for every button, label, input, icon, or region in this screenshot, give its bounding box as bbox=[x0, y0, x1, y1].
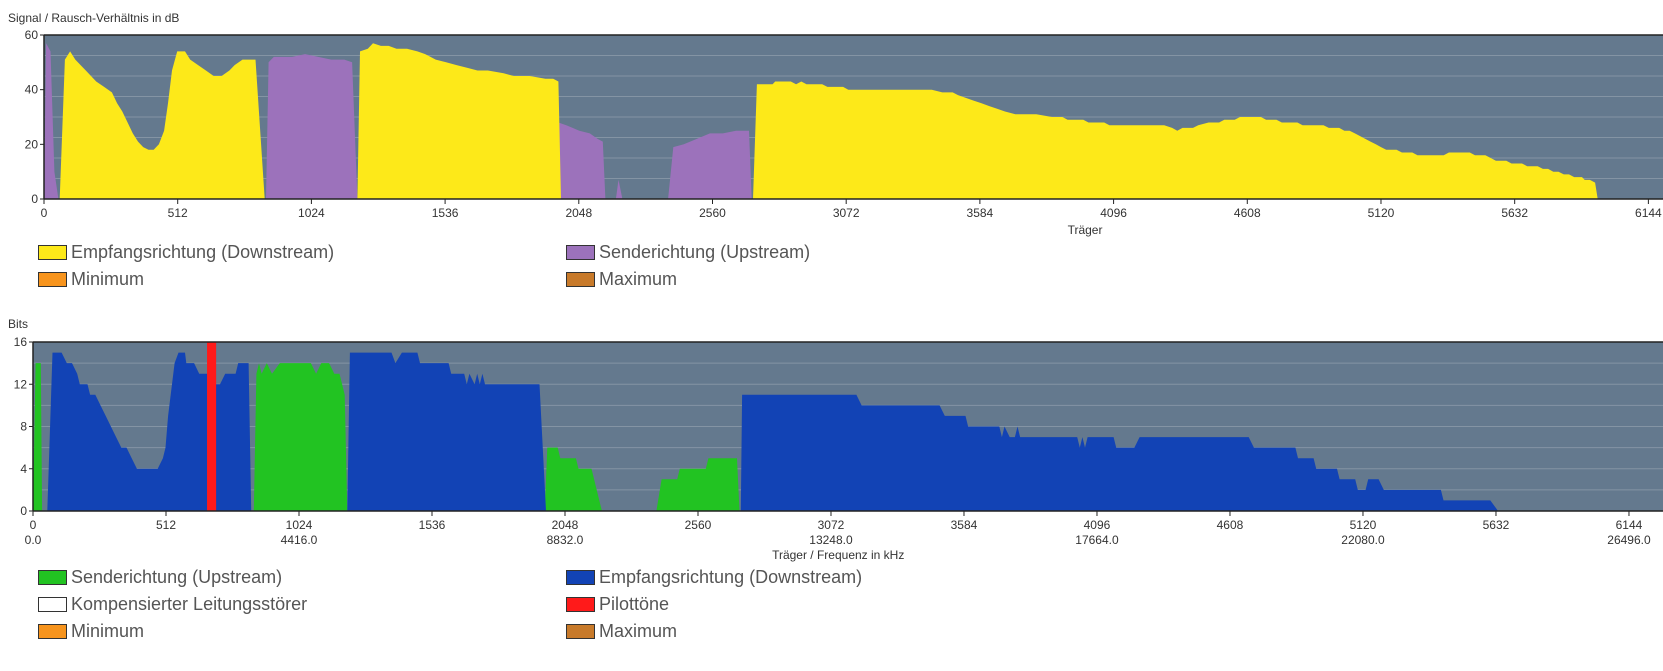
bits-legend-label: Pilottöne bbox=[599, 594, 670, 614]
bits-series-area bbox=[212, 363, 252, 511]
bits-legend-swatch bbox=[38, 624, 67, 639]
snr-legend-label: Minimum bbox=[71, 269, 145, 289]
snr-y-tick-label: 40 bbox=[25, 83, 39, 97]
bits-pilot-bar bbox=[207, 342, 217, 511]
snr-series-area bbox=[555, 122, 606, 199]
bits-legend-item: Senderichtung (Upstream) bbox=[38, 564, 566, 591]
bits-y-tick-label: 8 bbox=[20, 420, 27, 434]
bits-series-area bbox=[347, 352, 546, 511]
bits-legend: Senderichtung (Upstream) Empfangsrichtung… bbox=[38, 564, 1598, 645]
snr-legend-swatch bbox=[38, 272, 67, 287]
bits-x-tick-label: 4096 bbox=[1084, 518, 1111, 532]
bits-x-tick-label: 512 bbox=[156, 518, 176, 532]
bits-series-area bbox=[656, 458, 740, 511]
snr-x-tick-label: 0 bbox=[41, 206, 48, 220]
snr-legend-swatch bbox=[566, 272, 595, 287]
bits-x-freq-label: 13248.0 bbox=[809, 533, 853, 547]
bits-series-area bbox=[47, 352, 213, 511]
snr-series-area bbox=[59, 51, 265, 200]
bits-legend-item: Minimum bbox=[38, 618, 566, 645]
snr-legend: Empfangsrichtung (Downstream) Senderichtu… bbox=[38, 239, 1598, 293]
bits-legend-label: Kompensierter Leitungsstörer bbox=[71, 594, 308, 614]
snr-x-tick-label: 5632 bbox=[1501, 206, 1528, 220]
bits-x-axis-title: Träger / Frequenz in kHz bbox=[772, 548, 904, 562]
bits-legend-swatch bbox=[566, 624, 595, 639]
bits-legend-item: Empfangsrichtung (Downstream) bbox=[566, 564, 1094, 591]
bits-y-tick-label: 12 bbox=[14, 377, 28, 391]
bits-x-tick-label: 0 bbox=[30, 518, 37, 532]
bits-legend-swatch bbox=[566, 570, 595, 585]
snr-series-area bbox=[357, 43, 561, 200]
snr-series-area bbox=[44, 43, 59, 200]
bits-x-freq-label: 26496.0 bbox=[1607, 533, 1651, 547]
snr-x-tick-label: 512 bbox=[168, 206, 188, 220]
snr-x-tick-label: 1536 bbox=[432, 206, 459, 220]
bits-legend-item: Kompensierter Leitungsstörer bbox=[38, 591, 566, 618]
bits-series-area bbox=[253, 363, 348, 511]
bits-x-tick-label: 2560 bbox=[685, 518, 712, 532]
snr-legend-item: Maximum bbox=[566, 266, 1094, 293]
bits-legend-item: Maximum bbox=[566, 618, 1094, 645]
bits-x-tick-label: 3584 bbox=[951, 518, 978, 532]
snr-legend-swatch bbox=[566, 245, 595, 260]
bits-legend-item: Pilottöne bbox=[566, 591, 1094, 618]
bits-x-tick-label: 5120 bbox=[1350, 518, 1377, 532]
bits-x-tick-label: 3072 bbox=[818, 518, 845, 532]
snr-legend-label: Maximum bbox=[599, 269, 678, 289]
bits-y-axis-title: Bits bbox=[8, 317, 28, 331]
snr-legend-swatch bbox=[38, 245, 67, 260]
snr-series-area bbox=[668, 130, 752, 199]
snr-x-tick-label: 6144 bbox=[1635, 206, 1662, 220]
snr-x-tick-label: 2560 bbox=[699, 206, 726, 220]
bits-x-tick-label: 1536 bbox=[419, 518, 446, 532]
bits-legend-label: Minimum bbox=[71, 621, 145, 641]
snr-chart: Signal / Rausch-Verhältnis in dB 0 20 40 60… bbox=[8, 11, 1663, 237]
bits-y-tick-label: 0 bbox=[20, 504, 27, 518]
bits-series-area bbox=[740, 394, 1499, 511]
bits-legend-swatch bbox=[38, 597, 67, 612]
snr-x-tick-label: 4096 bbox=[1100, 206, 1127, 220]
bits-y-tick-label: 4 bbox=[20, 462, 27, 476]
bits-x-freq-label: 17664.0 bbox=[1075, 533, 1119, 547]
bits-x-freq-label: 4416.0 bbox=[281, 533, 318, 547]
snr-y-axis-title: Signal / Rausch-Verhältnis in dB bbox=[8, 11, 179, 25]
bits-legend-swatch bbox=[38, 570, 67, 585]
bits-legend-label: Maximum bbox=[599, 621, 678, 641]
bits-y-tick-label: 16 bbox=[14, 335, 28, 349]
snr-series-area bbox=[615, 179, 623, 199]
snr-y-tick-label: 60 bbox=[25, 28, 39, 42]
snr-series-area bbox=[753, 81, 1598, 199]
bits-x-freq-label: 22080.0 bbox=[1341, 533, 1385, 547]
snr-y-tick-label: 0 bbox=[31, 192, 38, 206]
bits-x-freq-label: 0.0 bbox=[25, 533, 42, 547]
snr-legend-label: Empfangsrichtung (Downstream) bbox=[71, 242, 335, 262]
bits-x-tick-label: 5632 bbox=[1483, 518, 1510, 532]
bits-legend-label: Empfangsrichtung (Downstream) bbox=[599, 567, 863, 587]
snr-x-tick-label: 1024 bbox=[298, 206, 325, 220]
snr-x-tick-label: 5120 bbox=[1368, 206, 1395, 220]
bits-x-freq-label: 8832.0 bbox=[547, 533, 584, 547]
snr-x-axis-title: Träger bbox=[1068, 223, 1103, 237]
bits-x-tick-label: 6144 bbox=[1616, 518, 1643, 532]
snr-x-tick-label: 3072 bbox=[833, 206, 860, 220]
snr-y-tick-label: 20 bbox=[25, 137, 39, 151]
snr-legend-item: Minimum bbox=[38, 266, 566, 293]
bits-legend-swatch bbox=[566, 597, 595, 612]
bits-x-tick-label: 4608 bbox=[1217, 518, 1244, 532]
bits-legend-label: Senderichtung (Upstream) bbox=[71, 567, 283, 587]
snr-x-tick-label: 3584 bbox=[967, 206, 994, 220]
snr-x-tick-label: 2048 bbox=[565, 206, 592, 220]
snr-legend-item: Senderichtung (Upstream) bbox=[566, 239, 1094, 266]
snr-legend-label: Senderichtung (Upstream) bbox=[599, 242, 811, 262]
snr-x-tick-label: 4608 bbox=[1234, 206, 1261, 220]
bits-series-area bbox=[544, 447, 602, 511]
snr-legend-item: Empfangsrichtung (Downstream) bbox=[38, 239, 566, 266]
bits-series-area bbox=[33, 363, 43, 511]
snr-series-area bbox=[266, 54, 358, 199]
bits-x-tick-label: 2048 bbox=[552, 518, 579, 532]
bits-x-tick-label: 1024 bbox=[286, 518, 313, 532]
